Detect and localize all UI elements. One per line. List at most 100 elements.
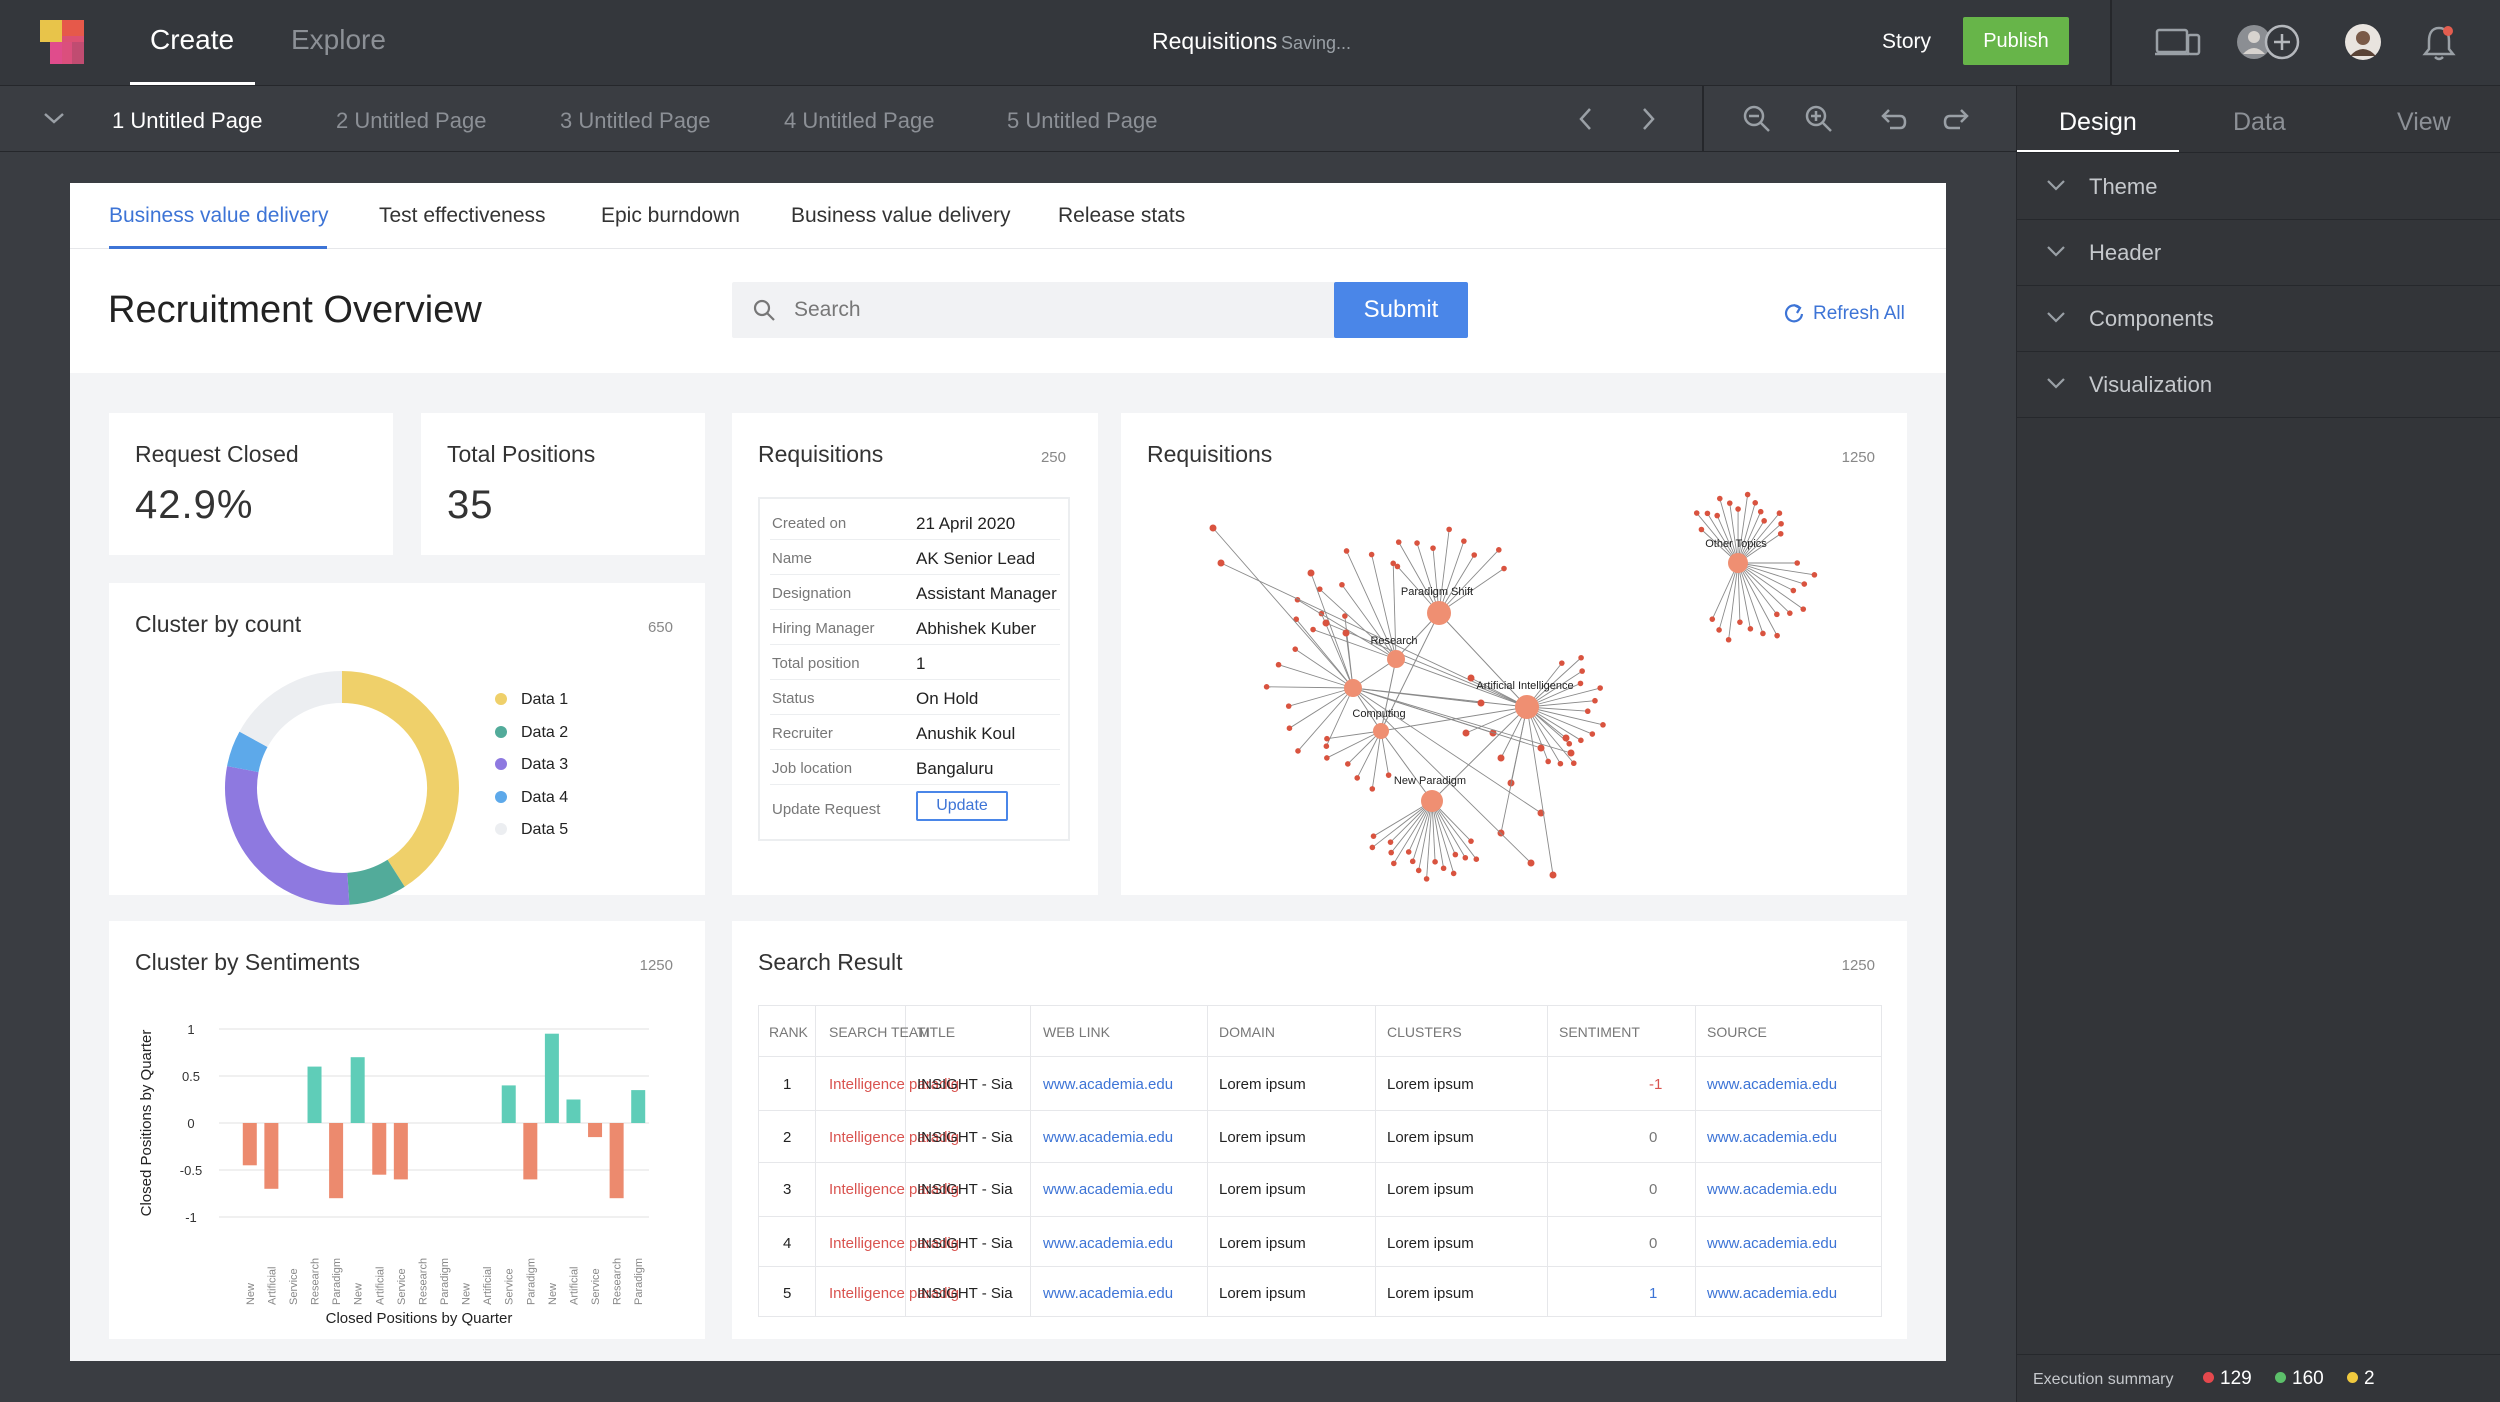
graph-node[interactable] (1747, 626, 1754, 632)
table-cell-source[interactable]: www.academia.edu (1707, 1285, 1838, 1302)
update-button[interactable]: Update (916, 791, 1008, 821)
graph-node[interactable] (1369, 786, 1376, 792)
chevron-down-icon[interactable] (42, 110, 66, 131)
graph-node[interactable] (1440, 865, 1447, 872)
graph-node[interactable] (1339, 581, 1345, 588)
bar[interactable] (242, 1123, 257, 1166)
table-cell-source[interactable]: www.academia.edu (1707, 1076, 1838, 1093)
graph-node[interactable] (1496, 547, 1502, 553)
graph-node[interactable] (1263, 683, 1270, 690)
bar[interactable] (501, 1085, 516, 1123)
artificial-intelligence-node[interactable] (1515, 695, 1539, 719)
bar[interactable] (329, 1123, 344, 1199)
graph-node[interactable] (1209, 524, 1217, 532)
graph-node[interactable] (1579, 668, 1585, 674)
page-tab-1[interactable]: 1 Untitled Page (112, 108, 263, 133)
user-avatar[interactable] (2343, 22, 2383, 67)
graph-node[interactable] (1310, 626, 1316, 633)
graph-node[interactable] (1342, 629, 1350, 637)
graph-node[interactable] (1467, 674, 1475, 682)
page-tab-5[interactable]: 5 Untitled Page (1007, 108, 1158, 133)
graph-node[interactable] (1471, 552, 1478, 558)
graph-node[interactable] (1600, 722, 1606, 728)
column-header[interactable]: SEARCH TEAM (829, 1024, 930, 1040)
graph-node[interactable] (1545, 758, 1551, 765)
requisition-details-card[interactable]: Requisitions 250 Created on 21 April 2020… (732, 413, 1098, 895)
graph-node[interactable] (1725, 636, 1732, 643)
zoom-out-icon[interactable] (1742, 104, 1772, 139)
graph-node[interactable] (1468, 838, 1474, 844)
donut-slice[interactable] (239, 671, 343, 748)
graph-node[interactable] (1774, 611, 1780, 618)
kpi-request-closed[interactable]: Request Closed 42.9% (109, 413, 393, 555)
table-cell-team[interactable]: Intelligence paradig (829, 1129, 960, 1146)
graph-node[interactable] (1322, 619, 1330, 627)
graph-node[interactable] (1567, 749, 1575, 757)
graph-node[interactable] (1752, 499, 1759, 506)
graph-node[interactable] (1390, 560, 1397, 567)
warning-count[interactable]: 2 (2347, 1368, 2375, 1390)
submit-button[interactable]: Submit (1334, 282, 1468, 338)
table-cell-link[interactable]: www.academia.edu (1043, 1285, 1174, 1302)
table-cell-link[interactable]: www.academia.edu (1043, 1076, 1174, 1093)
graph-node[interactable] (1316, 586, 1323, 592)
graph-node[interactable] (1811, 572, 1818, 578)
graph-node[interactable] (1777, 530, 1784, 537)
graph-node[interactable] (1432, 859, 1438, 865)
bar[interactable] (523, 1123, 538, 1180)
graph-node[interactable] (1342, 613, 1348, 619)
section-components[interactable]: Components (2017, 286, 2500, 352)
publish-button[interactable]: Publish (1963, 17, 2069, 65)
tab-create[interactable]: Create (150, 24, 235, 55)
tab-explore[interactable]: Explore (291, 24, 386, 55)
table-cell-team[interactable]: Intelligence paradig (829, 1235, 960, 1252)
sentiment-bar-chart[interactable]: 1 0.5 0 -0.5 -1 New Artificial Service Research P… (109, 921, 705, 1339)
graph-node[interactable] (1527, 859, 1535, 867)
report-tab-release-stats[interactable]: Release stats (1058, 204, 1186, 227)
graph-node[interactable] (1307, 569, 1315, 577)
graph-node[interactable] (1394, 563, 1401, 570)
bar[interactable] (609, 1123, 624, 1199)
table-cell-team[interactable]: Intelligence paradig (829, 1181, 960, 1198)
graph-node[interactable] (1462, 729, 1470, 737)
report-tab-business-value[interactable]: Business value delivery (109, 204, 329, 227)
graph-node[interactable] (1578, 654, 1584, 661)
paradigm-shift-node[interactable] (1427, 601, 1451, 625)
other-topics-node[interactable] (1728, 553, 1748, 573)
graph-node[interactable] (1369, 844, 1376, 851)
column-header[interactable]: CLUSTERS (1387, 1024, 1462, 1040)
graph-node[interactable] (1744, 491, 1751, 498)
bar[interactable] (264, 1123, 279, 1189)
column-header[interactable]: TITLE (917, 1024, 956, 1040)
table-cell-source[interactable]: www.academia.edu (1707, 1181, 1838, 1198)
graph-node[interactable] (1800, 606, 1807, 612)
research-node[interactable] (1387, 650, 1405, 668)
graph-node[interactable] (1446, 526, 1452, 533)
graph-node[interactable] (1501, 565, 1507, 572)
graph-node[interactable] (1462, 854, 1469, 861)
graph-node[interactable] (1387, 839, 1394, 845)
table-cell-team[interactable]: Intelligence paradig (829, 1285, 960, 1302)
table-cell-source[interactable]: www.academia.edu (1707, 1235, 1838, 1252)
bar[interactable] (566, 1099, 581, 1124)
bar[interactable] (350, 1057, 365, 1123)
donut-slice[interactable] (227, 731, 268, 773)
search-result-card[interactable]: Search Result 1250 RANK SEARCH TEAM TITLE W… (732, 921, 1907, 1339)
success-count[interactable]: 160 (2275, 1368, 2324, 1390)
graph-node[interactable] (1716, 495, 1723, 502)
report-tab-business-value-2[interactable]: Business value delivery (791, 204, 1011, 227)
hub-node[interactable] (1344, 679, 1362, 697)
graph-node[interactable] (1549, 871, 1557, 879)
table-cell-link[interactable]: www.academia.edu (1043, 1235, 1174, 1252)
graph-node[interactable] (1286, 725, 1293, 731)
new-paradigm-node[interactable] (1421, 790, 1443, 812)
column-header[interactable]: SENTIMENT (1559, 1024, 1640, 1040)
kpi-total-positions[interactable]: Total Positions 35 (421, 413, 705, 555)
graph-node[interactable] (1409, 858, 1416, 865)
network-graph[interactable]: Paradigm Shift Research Artificial Intelli… (1121, 413, 1907, 895)
graph-node[interactable] (1323, 743, 1330, 749)
graph-node[interactable] (1324, 755, 1330, 761)
graph-node[interactable] (1370, 833, 1377, 839)
tab-data[interactable]: Data (2233, 108, 2286, 136)
cluster-by-count-card[interactable]: Cluster by count 650 Data 1 Data 2 Data 3 D… (109, 583, 705, 905)
